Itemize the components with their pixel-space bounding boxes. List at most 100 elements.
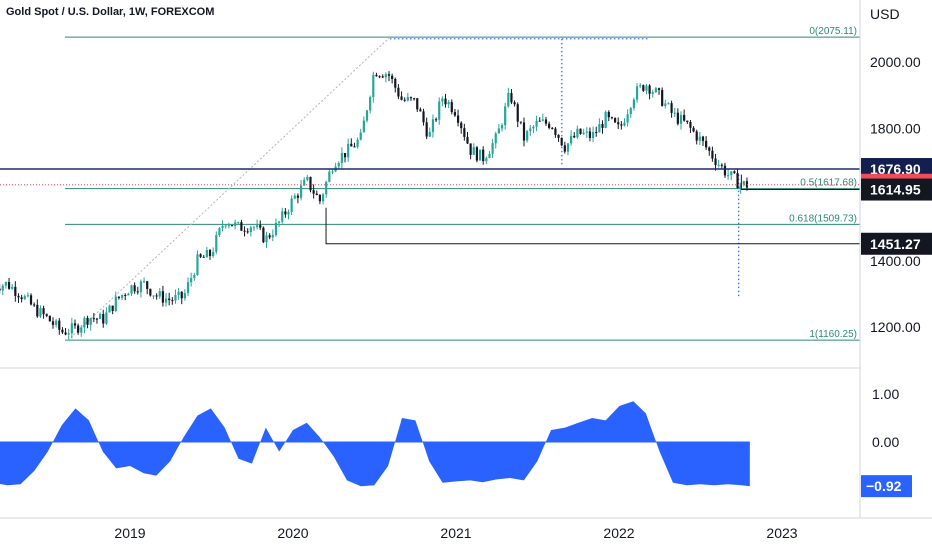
candle-body [321,194,325,202]
candle-body [14,286,17,296]
candle-body [174,294,177,301]
candle-body [29,295,33,305]
candle-body [359,132,362,140]
price-axis[interactable]: 2000.00 1800.00 1400.00 1200.00 [870,54,921,335]
candle-body [146,281,149,289]
fib-trend-line [67,36,391,341]
candle-body [554,128,557,135]
candle-body [183,293,186,299]
candle-body [218,228,221,236]
candle-body [102,313,105,324]
candle-body [80,327,83,333]
candle-body [356,139,359,147]
candle-body [26,295,29,297]
candle-body [695,131,698,141]
candle-body [196,254,199,275]
candle-body [576,128,579,138]
candle-body [271,235,274,238]
candle-body [89,318,92,325]
candle-body [318,194,322,202]
oscillator-badge: −0.92 [861,475,912,498]
price-badge: 1451.27 [861,232,932,255]
candle-body [133,285,136,292]
candle-body [234,222,237,226]
candle-body [714,158,717,166]
candle-body [325,181,328,195]
candle-body [560,137,563,146]
low-step-line [740,174,860,191]
candle-body [1,285,4,291]
candle-body [186,282,190,294]
candle-body [328,171,331,182]
candle-body [683,115,686,121]
candle-body [39,308,42,317]
candle-body [541,119,544,121]
candle-body [299,185,303,198]
candle-body [438,101,441,120]
candle-body [736,173,739,189]
candle-body [277,221,281,223]
candle-body [507,93,510,107]
candle-body [692,127,695,132]
candle-body [488,153,491,159]
candle-body [720,164,723,166]
candle-body [635,86,639,100]
time-tick-label: 2022 [603,525,634,541]
candle-body [33,304,36,306]
candle-body [284,211,287,215]
candle-body [347,143,350,158]
oscillator-axis[interactable]: 1.00 0.00 [872,386,899,450]
candle-body [312,190,315,194]
candle-body [243,230,246,232]
candle-body [469,143,472,155]
candle-body [532,126,535,129]
price-tick-label: 2000.00 [870,54,921,70]
candle-body [654,88,657,93]
candle-body [205,249,208,258]
candle-body [268,235,271,238]
time-axis[interactable]: 2019 2020 2021 2022 2023 [114,525,797,541]
candle-body [557,134,560,138]
candle-body [494,133,497,144]
candle-body [365,110,369,121]
candle-body [604,111,607,128]
candle-body [463,128,466,137]
candle-body [582,132,585,134]
candle-body [642,85,645,91]
candle-body [526,131,529,141]
symbol-title: Gold Spot / U.S. Dollar, 1W, FOREXCOM [6,6,214,18]
candle-body [485,158,488,162]
candle-body [381,76,384,78]
candle-body [369,97,372,111]
price-badge: 1614.95 [861,178,932,201]
candle-body [343,152,347,158]
fib-level-label: 0(2075.11) [809,26,857,37]
candle-body [58,320,61,330]
candle-body [730,171,733,176]
candle-body [130,285,133,294]
candle-body [168,298,171,301]
candle-body [723,165,727,176]
candle-body [548,123,551,128]
candle-body [620,124,623,126]
candle-body [51,321,55,325]
oscillator-fill [0,401,750,487]
candle-body [77,325,80,333]
candle-body [136,291,139,293]
drawings [67,36,740,341]
candle-body [516,104,519,122]
price-badge-bg [861,178,932,201]
candle-body [350,143,353,147]
candle-body [617,122,620,125]
candle-body [331,171,334,173]
candle-body [579,128,582,134]
candle-body [397,87,400,97]
candle-body [303,179,306,186]
oscillator-tick-label: 0.00 [872,434,899,450]
candle-body [45,314,48,316]
candle-body [673,112,676,114]
candle-body [585,131,588,133]
candle-body [372,74,375,98]
